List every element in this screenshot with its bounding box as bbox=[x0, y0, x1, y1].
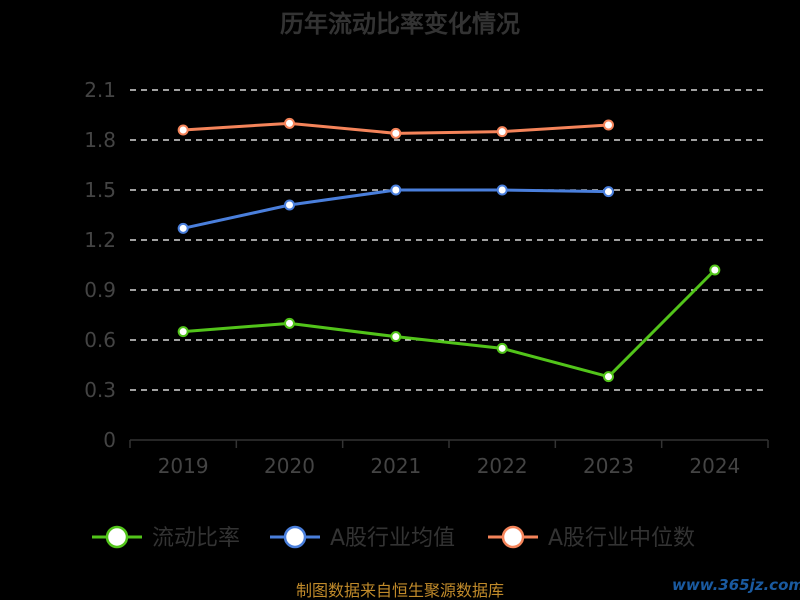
legend-item[interactable]: A股行业均值 bbox=[270, 525, 455, 551]
data-point[interactable] bbox=[284, 199, 295, 211]
data-point[interactable] bbox=[603, 119, 614, 131]
y-tick-label: 1.8 bbox=[84, 128, 116, 152]
y-tick-label: 0 bbox=[103, 428, 116, 452]
data-point[interactable] bbox=[496, 342, 508, 354]
y-tick-label: 0.3 bbox=[84, 378, 116, 402]
data-point[interactable] bbox=[709, 264, 721, 276]
x-tick-label: 2023 bbox=[583, 454, 634, 478]
data-point[interactable] bbox=[390, 184, 402, 196]
series-layer bbox=[177, 117, 721, 383]
data-point[interactable] bbox=[603, 186, 614, 198]
series-line bbox=[182, 188, 609, 230]
data-point[interactable] bbox=[177, 124, 189, 136]
legend-item[interactable]: A股行业中位数 bbox=[488, 525, 695, 551]
data-point[interactable] bbox=[390, 127, 402, 139]
x-tick-label: 2020 bbox=[264, 454, 315, 478]
watermark: www.365jz.com bbox=[672, 576, 800, 594]
y-tick-label: 2.1 bbox=[84, 78, 116, 102]
source-note: 制图数据来自恒生聚源数据库 bbox=[296, 581, 504, 600]
grid-lines bbox=[130, 89, 768, 391]
legend-label: A股行业均值 bbox=[330, 526, 455, 551]
legend-marker bbox=[105, 525, 129, 549]
data-point[interactable] bbox=[177, 222, 189, 234]
y-axis-ticks: 0 0.3 0.6 0.9 1.2 1.5 1.8 2.1 bbox=[84, 78, 116, 452]
legend-marker bbox=[283, 525, 307, 549]
x-tick-label: 2019 bbox=[158, 454, 209, 478]
legend[interactable]: 流动比率 A股行业均值 A股行业中位数 bbox=[92, 525, 695, 551]
series-line bbox=[183, 268, 716, 379]
data-point[interactable] bbox=[390, 331, 402, 343]
x-tick-label: 2021 bbox=[370, 454, 421, 478]
legend-item[interactable]: 流动比率 bbox=[92, 525, 240, 551]
series-0 bbox=[177, 264, 721, 383]
legend-label: A股行业中位数 bbox=[548, 526, 695, 551]
data-point[interactable] bbox=[177, 326, 189, 338]
data-point[interactable] bbox=[284, 317, 295, 329]
chart-title: 历年流动比率变化情况 bbox=[280, 10, 520, 38]
data-point[interactable] bbox=[603, 371, 614, 383]
y-tick-label: 1.5 bbox=[84, 178, 116, 202]
data-point[interactable] bbox=[496, 126, 508, 138]
y-tick-label: 0.6 bbox=[84, 328, 116, 352]
data-point[interactable] bbox=[284, 117, 295, 129]
legend-label: 流动比率 bbox=[152, 526, 240, 551]
data-point[interactable] bbox=[496, 184, 508, 196]
legend-marker bbox=[501, 525, 525, 549]
series-2 bbox=[177, 117, 614, 139]
x-tick-label: 2024 bbox=[689, 454, 740, 478]
x-tick-label: 2022 bbox=[477, 454, 528, 478]
y-tick-label: 0.9 bbox=[84, 278, 116, 302]
x-axis: 2019 2020 2021 2022 2023 2024 bbox=[129, 439, 769, 478]
y-tick-label: 1.2 bbox=[84, 228, 116, 252]
series-1 bbox=[177, 184, 614, 234]
